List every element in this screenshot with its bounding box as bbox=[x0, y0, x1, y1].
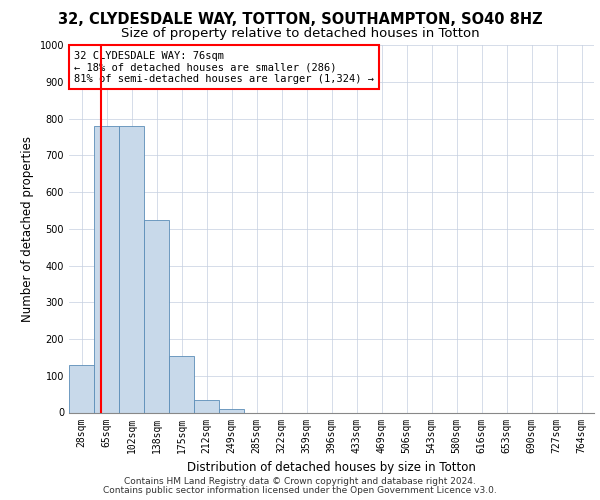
Text: 32, CLYDESDALE WAY, TOTTON, SOUTHAMPTON, SO40 8HZ: 32, CLYDESDALE WAY, TOTTON, SOUTHAMPTON,… bbox=[58, 12, 542, 28]
Bar bbox=[169, 356, 194, 412]
Bar bbox=[69, 364, 94, 412]
X-axis label: Distribution of detached houses by size in Totton: Distribution of detached houses by size … bbox=[187, 461, 476, 474]
Bar bbox=[194, 400, 219, 412]
Text: Contains public sector information licensed under the Open Government Licence v3: Contains public sector information licen… bbox=[103, 486, 497, 495]
Text: 32 CLYDESDALE WAY: 76sqm
← 18% of detached houses are smaller (286)
81% of semi-: 32 CLYDESDALE WAY: 76sqm ← 18% of detach… bbox=[74, 50, 374, 84]
Text: Contains HM Land Registry data © Crown copyright and database right 2024.: Contains HM Land Registry data © Crown c… bbox=[124, 477, 476, 486]
Bar bbox=[94, 126, 119, 412]
Bar bbox=[144, 220, 169, 412]
Bar bbox=[119, 126, 144, 412]
Bar bbox=[219, 409, 244, 412]
Text: Size of property relative to detached houses in Totton: Size of property relative to detached ho… bbox=[121, 28, 479, 40]
Y-axis label: Number of detached properties: Number of detached properties bbox=[21, 136, 34, 322]
